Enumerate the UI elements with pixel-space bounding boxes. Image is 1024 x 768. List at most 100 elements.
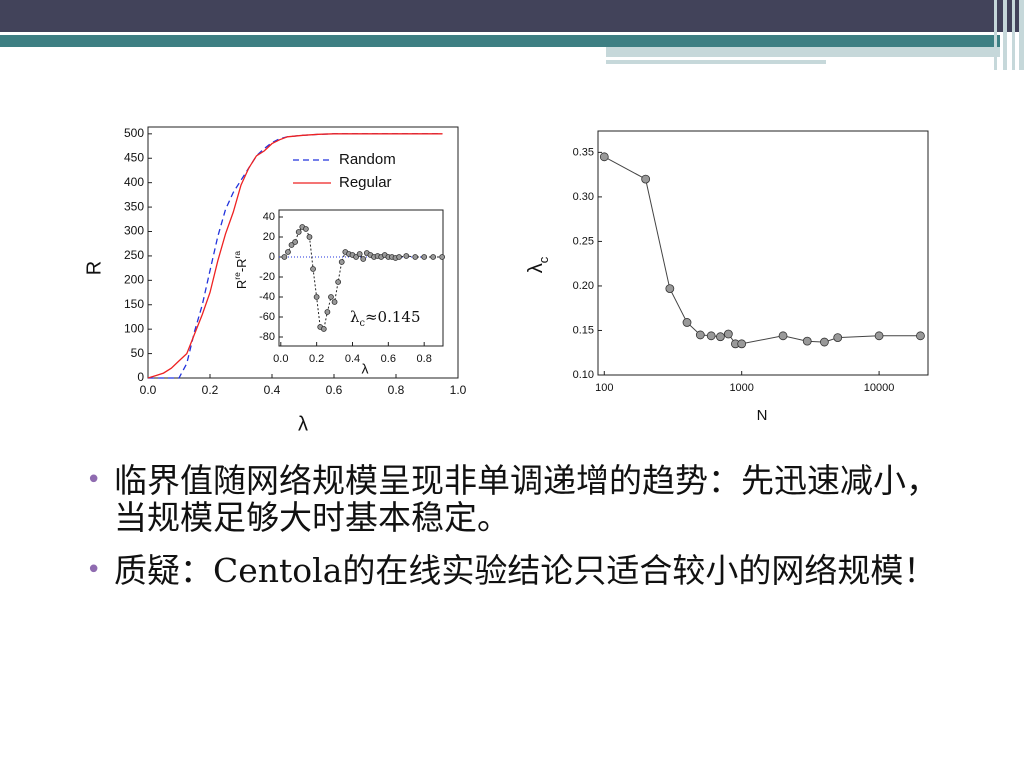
x-tick-label: 0.6 <box>326 383 343 397</box>
label-part: c <box>536 256 551 263</box>
axis-label: λ <box>298 413 308 435</box>
marker <box>695 330 705 340</box>
marker <box>313 294 320 300</box>
marker <box>430 254 437 260</box>
axis-label: Rre-Rra <box>232 251 249 289</box>
y-tick-label: 200 <box>124 273 144 287</box>
y-tick-label: 250 <box>124 248 144 262</box>
y-tick-label: 500 <box>124 126 144 140</box>
marker <box>421 254 428 260</box>
y-tick-label: 0.25 <box>573 235 594 247</box>
axis-label: N <box>757 407 768 424</box>
header-bar <box>1003 0 1007 70</box>
marker <box>324 309 331 315</box>
bullet: 临界值随网络规模呈现非单调递增的趋势：先迅速减小，当规模足够大时基本稳定。 <box>84 462 954 536</box>
marker <box>285 249 291 255</box>
marker <box>778 331 788 341</box>
label-part: ≈0.145 <box>365 308 421 326</box>
marker <box>820 337 829 347</box>
label-part: c <box>360 318 366 329</box>
marker <box>292 239 299 245</box>
label-part: -R <box>234 258 249 272</box>
marker <box>288 242 295 248</box>
x-tick-label: 0.2 <box>202 383 219 397</box>
header-band <box>0 0 1024 32</box>
y-tick-label: 40 <box>263 211 275 223</box>
y-tick-label: 100 <box>124 321 144 335</box>
x-tick-label: 0.2 <box>309 353 324 365</box>
marker <box>302 226 309 232</box>
x-tick-label: 0.8 <box>417 353 432 365</box>
x-tick-label: 1000 <box>729 382 753 394</box>
legend-label: Random <box>339 151 396 168</box>
y-tick-label: 350 <box>124 199 144 213</box>
marker <box>335 279 342 285</box>
header-bar <box>1019 0 1024 70</box>
marker <box>328 294 334 300</box>
marker <box>802 336 812 346</box>
marker <box>412 254 419 260</box>
marker <box>295 229 302 235</box>
marker <box>916 331 925 341</box>
y-tick-label: 400 <box>124 175 144 189</box>
plot-frame <box>597 130 929 376</box>
marker <box>723 329 733 339</box>
y-tick-label: -20 <box>259 271 275 283</box>
y-tick-label: -80 <box>259 331 275 343</box>
y-tick-label: 300 <box>124 224 144 238</box>
y-tick-label: 50 <box>131 346 145 360</box>
y-tick-label: 0 <box>137 370 144 384</box>
y-tick-label: 0.10 <box>573 369 594 381</box>
y-tick-label: 20 <box>263 231 275 243</box>
x-tick-label: 10000 <box>864 382 895 394</box>
label-part: ra <box>232 251 242 259</box>
marker <box>682 318 692 327</box>
header-bar <box>1012 0 1015 70</box>
y-tick-label: 0.20 <box>573 280 594 292</box>
bullet-list: 临界值随网络规模呈现非单调递增的趋势：先迅速减小，当规模足够大时基本稳定。 质疑… <box>84 462 954 605</box>
x-tick-label: 0.8 <box>388 383 405 397</box>
label-part: λ <box>350 308 360 326</box>
marker <box>281 254 288 260</box>
y-tick-label: 0.30 <box>573 191 594 203</box>
marker <box>439 254 446 260</box>
x-tick-label: 0.6 <box>381 353 396 365</box>
y-tick-label: -40 <box>259 291 275 303</box>
marker <box>706 331 716 341</box>
x-tick-label: 0.4 <box>264 383 281 397</box>
header-accent <box>606 47 1000 57</box>
y-tick-label: 0.15 <box>573 324 594 336</box>
marker <box>874 331 884 341</box>
bullet: 质疑：Centola的在线实验结论只适合较小的网络规模！ <box>84 552 954 589</box>
axis-label: λ <box>362 361 369 377</box>
y-tick-label: 0 <box>269 251 275 263</box>
series-line <box>148 133 443 379</box>
x-tick-label: 1.0 <box>450 383 467 397</box>
series-line <box>604 156 921 345</box>
label-part: λ <box>525 263 547 273</box>
header-accent <box>606 60 826 64</box>
marker <box>338 259 345 265</box>
marker <box>716 332 725 342</box>
header-stripe <box>0 35 1000 47</box>
y-tick-label: 450 <box>124 150 144 164</box>
marker <box>360 256 367 262</box>
marker <box>310 266 316 272</box>
y-tick-label: -60 <box>259 311 275 323</box>
y-tick-label: 0.35 <box>573 146 594 158</box>
marker <box>356 251 363 257</box>
marker <box>737 339 747 349</box>
marker <box>306 234 313 240</box>
x-tick-label: 0.0 <box>140 383 157 397</box>
x-tick-label: 0.0 <box>273 353 288 365</box>
header-bar <box>994 0 997 70</box>
marker <box>833 333 843 342</box>
marker <box>599 152 609 162</box>
axis-label: R <box>83 261 105 275</box>
plot-frame <box>278 209 444 347</box>
marker <box>320 326 327 332</box>
marker <box>396 254 402 260</box>
y-tick-label: 150 <box>124 297 144 311</box>
label-part: re <box>232 272 242 280</box>
